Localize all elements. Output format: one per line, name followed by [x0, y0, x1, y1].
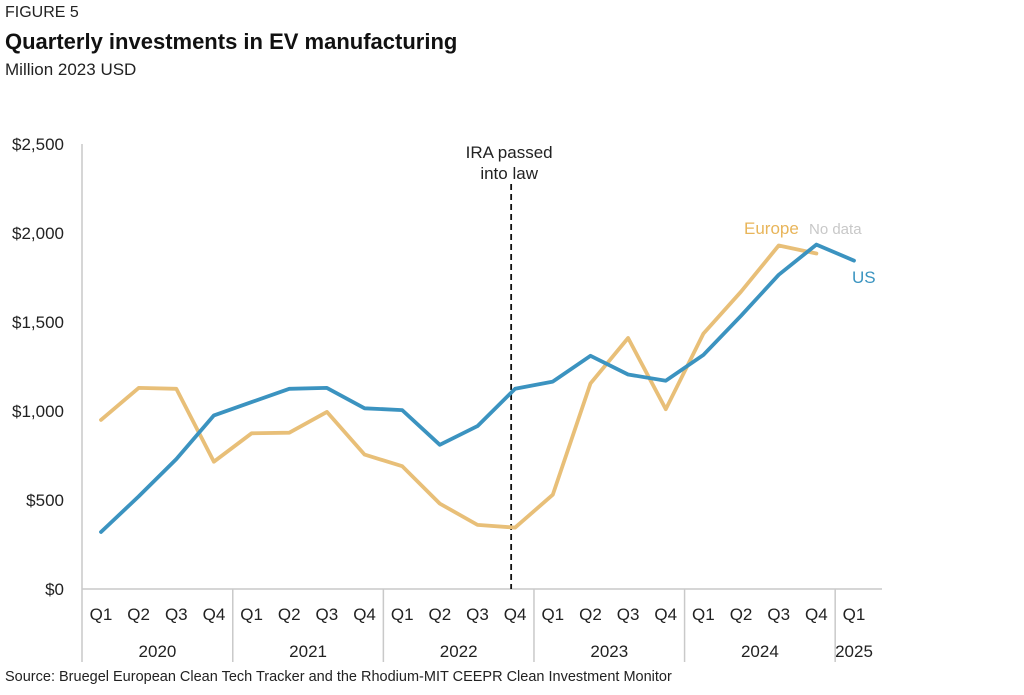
x-tick-label-quarter: Q3 [617, 605, 640, 624]
x-tick-label-quarter: Q3 [165, 605, 188, 624]
x-tick-label-quarter: Q1 [240, 605, 263, 624]
x-tick-label-quarter: Q4 [203, 605, 226, 624]
x-tick-label-year: 2025 [835, 642, 873, 661]
x-tick-label-year: 2022 [440, 642, 478, 661]
label-layer: Europe No data US [744, 219, 876, 287]
x-tick-label-quarter: Q3 [316, 605, 339, 624]
x-tick-label-quarter: Q1 [90, 605, 113, 624]
x-tick-label-quarter: Q4 [654, 605, 677, 624]
x-tick-label-quarter: Q1 [692, 605, 715, 624]
y-tick-label: $2,000 [12, 224, 64, 243]
series-layer [99, 242, 856, 534]
x-tick-label-quarter: Q1 [391, 605, 414, 624]
x-tick-label-quarter: Q2 [127, 605, 150, 624]
x-tick-label-year: 2020 [139, 642, 177, 661]
x-tick-label-quarter: Q2 [579, 605, 602, 624]
y-tick-label: $2,500 [12, 135, 64, 154]
series-line-us [99, 242, 856, 534]
chart-subtitle: Million 2023 USD [5, 60, 137, 79]
chart-title: Quarterly investments in EV manufacturin… [5, 29, 458, 54]
x-tick-label-year: 2023 [590, 642, 628, 661]
annotation-layer: IRA passed into law [466, 143, 553, 589]
source-note: Source: Bruegel European Clean Tech Trac… [5, 669, 672, 685]
x-tick-label-quarter: Q2 [429, 605, 452, 624]
x-tick-label-quarter: Q1 [541, 605, 564, 624]
y-tick-label: $500 [26, 491, 64, 510]
ira-annotation-text: IRA passed [466, 143, 553, 162]
x-tick-label-quarter: Q3 [767, 605, 790, 624]
x-tick-label-quarter: Q4 [353, 605, 376, 624]
x-tick-label-quarter: Q3 [466, 605, 489, 624]
series-line-europe [99, 243, 819, 530]
x-tick-label-quarter: Q4 [504, 605, 527, 624]
x-tick-label-quarter: Q1 [843, 605, 866, 624]
y-tick-label: $1,000 [12, 402, 64, 421]
x-tick-label-quarter: Q2 [278, 605, 301, 624]
x-tick-label-year: 2021 [289, 642, 327, 661]
x-tick-label-quarter: Q4 [805, 605, 828, 624]
no-data-label: No data [809, 221, 862, 238]
axes-layer: $0 $500 $1,000 $1,500 $2,000 $2,500 Q1 Q2 Q3 Q4 Q1… [12, 135, 882, 662]
legend-label-europe: Europe [744, 219, 799, 238]
ira-annotation-text: into law [480, 164, 538, 183]
y-tick-label: $0 [45, 580, 64, 599]
x-tick-label-quarter: Q2 [730, 605, 753, 624]
legend-label-us: US [852, 268, 876, 287]
y-tick-label: $1,500 [12, 313, 64, 332]
x-tick-label-year: 2024 [741, 642, 779, 661]
figure-label: FIGURE 5 [5, 4, 79, 21]
